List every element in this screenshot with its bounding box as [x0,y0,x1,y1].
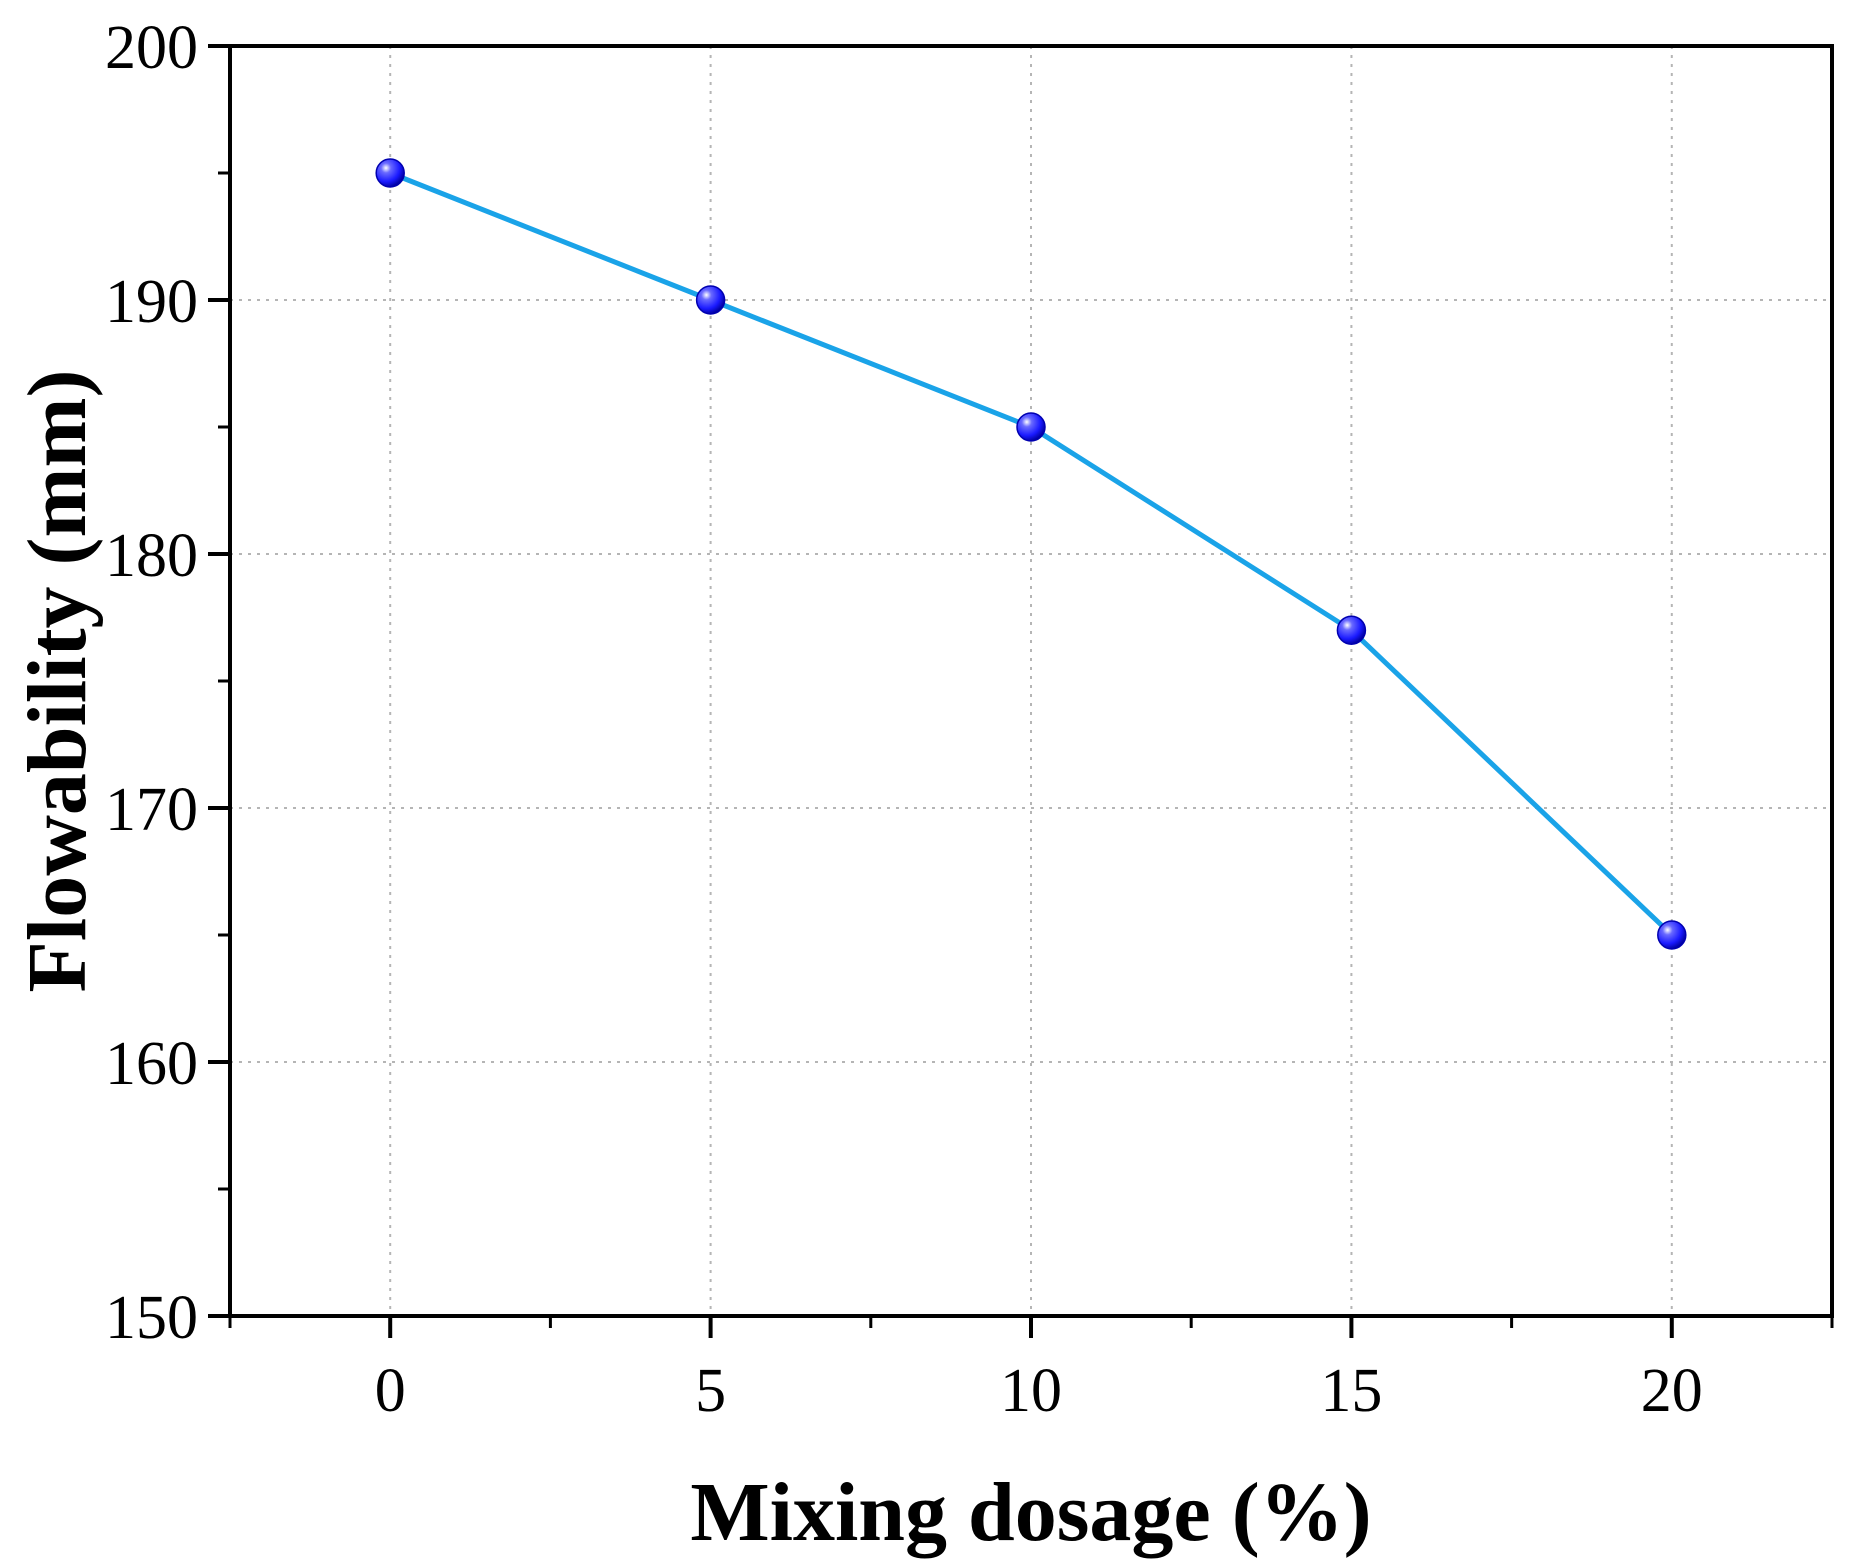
data-point [375,158,405,188]
x-axis-title: Mixing dosage (%) [690,1466,1371,1559]
data-point [695,285,726,315]
x-tick-label: 20 [1641,1357,1703,1425]
x-tick-label: 15 [1320,1357,1382,1425]
x-tick-label: 10 [1000,1357,1062,1425]
data-point [1657,920,1687,950]
x-tick-label: 0 [375,1357,406,1425]
y-tick-label: 160 [105,1030,198,1098]
grid [230,46,1832,1316]
x-tick-label: 5 [695,1357,726,1425]
y-axis-title: Flowability (mm) [11,370,104,993]
y-tick-label: 190 [105,268,198,336]
data-point [1016,412,1046,442]
y-tick-label: 200 [105,14,198,82]
axis-ticks [208,44,1834,1338]
data-points [375,158,1687,950]
y-tick-label: 150 [105,1284,198,1352]
y-tick-label: 180 [105,522,198,590]
y-tick-label: 170 [105,776,198,844]
tick-labels: 150 160 170 180 190 200 0 5 10 15 20 [105,14,1703,1425]
data-point [1336,615,1367,645]
